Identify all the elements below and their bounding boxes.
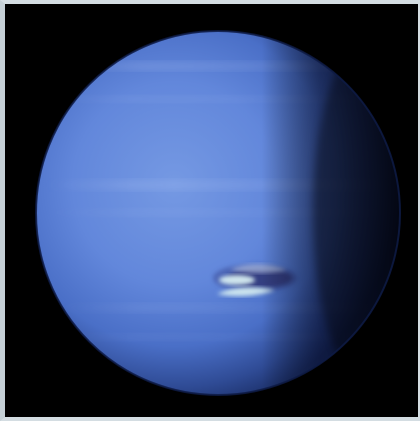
- cloud-bands: [36, 31, 400, 395]
- planet-image: [5, 4, 418, 417]
- planet: [35, 30, 401, 396]
- planet-limb: [35, 30, 401, 396]
- right-limb-shadow: [313, 37, 400, 387]
